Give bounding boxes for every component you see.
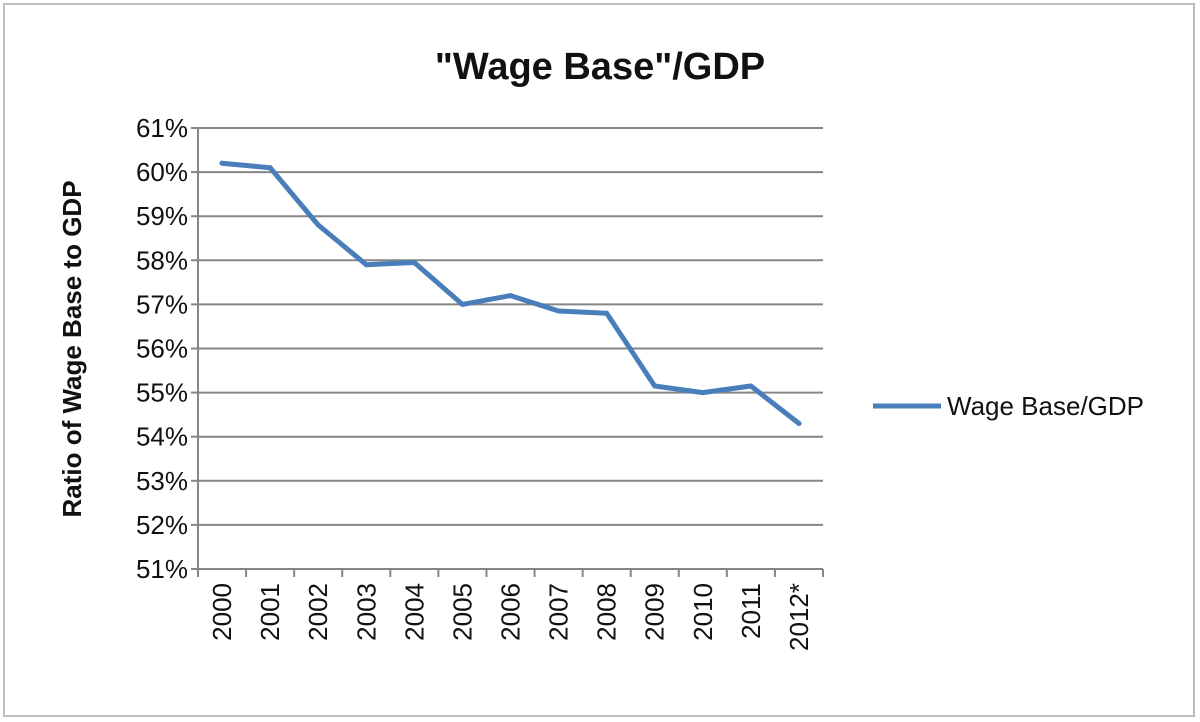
- chart-title: "Wage Base"/GDP: [435, 46, 765, 88]
- x-tick-label: 2006: [496, 583, 526, 641]
- x-tick-label: 2008: [592, 583, 622, 641]
- y-tick-label: 54%: [136, 422, 188, 452]
- axes: 51% 52% 53% 54% 55% 56% 57% 58% 59% 60% 61% 2000 200…: [136, 113, 824, 651]
- series-layer: [219, 160, 802, 426]
- data-point: [508, 293, 513, 299]
- data-point: [748, 383, 754, 389]
- y-tick-label: 51%: [136, 554, 188, 584]
- data-point: [363, 262, 369, 268]
- y-tick-label: 59%: [136, 201, 188, 231]
- x-tick-label: 2012*: [784, 583, 814, 651]
- y-tick-label: 55%: [136, 378, 188, 408]
- x-tick-label: 2000: [207, 583, 237, 641]
- data-point: [604, 310, 610, 316]
- legend-label: Wage Base/GDP: [947, 391, 1144, 421]
- x-tick-label: 2009: [640, 583, 670, 641]
- data-point: [652, 383, 658, 389]
- line-chart: "Wage Base"/GDP Ratio of Wage Base to GD…: [57, 46, 1144, 651]
- x-tick-label: 2010: [688, 583, 718, 641]
- data-point: [411, 260, 417, 266]
- y-tick-label: 53%: [136, 466, 188, 496]
- x-tick-label: 2007: [544, 583, 574, 641]
- data-point: [315, 222, 321, 228]
- y-tick-label: 52%: [136, 510, 188, 540]
- x-tick-label: 2005: [447, 583, 477, 641]
- x-tick-label: 2011: [736, 583, 766, 639]
- data-point: [556, 308, 562, 314]
- data-point: [459, 301, 465, 307]
- y-tick-label: 57%: [136, 289, 188, 319]
- legend: Wage Base/GDP: [873, 391, 1144, 421]
- data-point: [796, 420, 802, 426]
- y-tick-label: 61%: [136, 113, 188, 143]
- data-point: [700, 390, 706, 396]
- x-tick-label: 2004: [399, 583, 429, 641]
- x-tick-label: 2001: [255, 583, 285, 641]
- y-axis-title: Ratio of Wage Base to GDP: [57, 180, 87, 517]
- y-tick-label: 56%: [136, 334, 188, 364]
- y-tick-label: 60%: [136, 157, 188, 187]
- y-tick-label: 58%: [136, 245, 188, 275]
- x-tick-label: 2003: [351, 583, 381, 641]
- data-point: [219, 160, 225, 166]
- chart-frame: "Wage Base"/GDP Ratio of Wage Base to GD…: [3, 3, 1195, 717]
- data-point: [267, 165, 273, 171]
- x-tick-label: 2002: [303, 583, 333, 641]
- gridlines: [198, 127, 823, 570]
